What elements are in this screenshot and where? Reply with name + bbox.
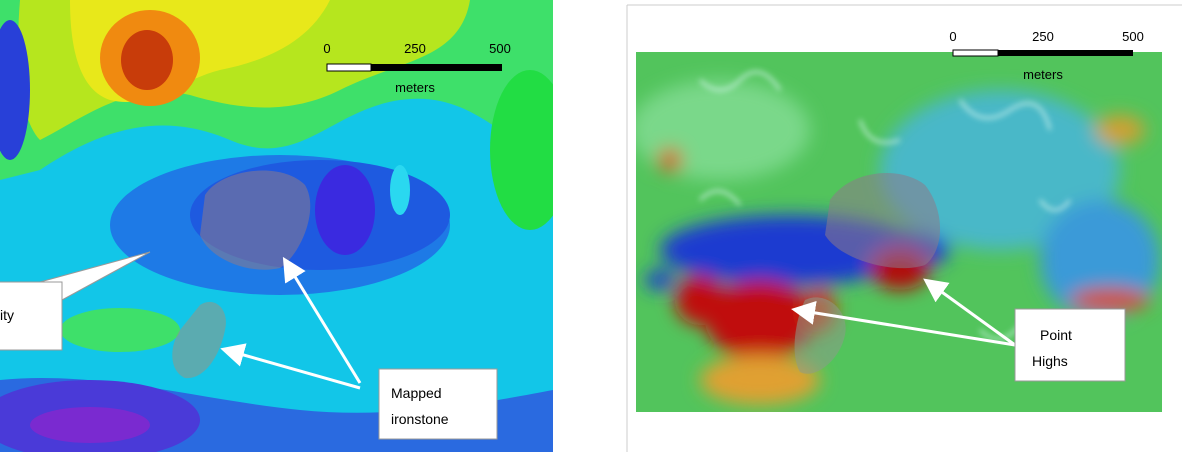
scale-label: 500 <box>1122 29 1144 44</box>
scale-label: 0 <box>323 41 330 56</box>
scale-label: 250 <box>1032 29 1054 44</box>
page: ity 0 250 500 meters Mapped ironstone 0 … <box>0 0 1182 452</box>
callout-text: Mapped <box>391 385 442 401</box>
scale-unit: meters <box>1023 67 1063 82</box>
callout-text: Point <box>1040 327 1072 343</box>
scale-label: 250 <box>404 41 426 56</box>
callout-box <box>379 369 497 439</box>
callout-box <box>1015 309 1125 381</box>
figure: ity 0 250 500 meters Mapped ironstone 0 … <box>0 0 1182 452</box>
callout-text: ity <box>0 307 14 323</box>
scale-unit: meters <box>395 80 435 95</box>
scale-label: 500 <box>489 41 511 56</box>
callout-text: Highs <box>1032 353 1068 369</box>
scale-label: 0 <box>949 29 956 44</box>
callout-text: ironstone <box>391 411 449 427</box>
